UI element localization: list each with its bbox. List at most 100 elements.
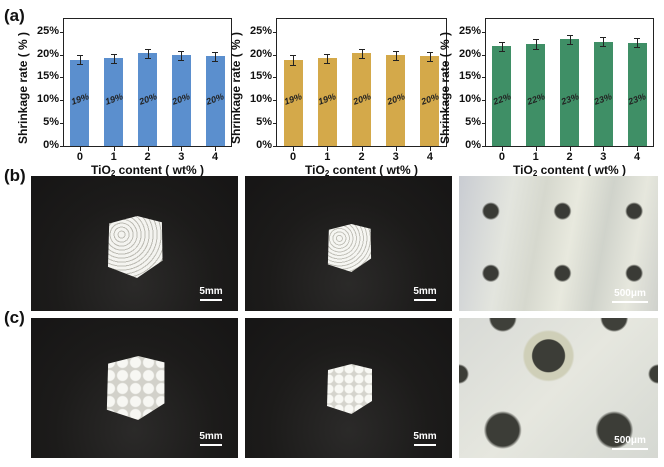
error-bar-cap [76,64,83,66]
x-tick-mark [501,147,503,151]
photo-c-sphere-cube-1: 5mm [31,318,238,458]
bar-4 [205,56,225,146]
error-bar-cap [178,50,185,52]
y-tick-mark [60,54,64,56]
y-tick-label: 20% [36,47,59,60]
y-tick-label: 10% [36,93,59,106]
x-tick-mark [215,147,217,151]
photo-b-gyroid-cube-2: 5mm [245,176,452,311]
x-axis-title: TiO2 content ( wt% ) [305,163,418,178]
error-bar [501,41,503,51]
x-tick-label: 0 [498,151,505,163]
panel-label-c: (c) [4,308,25,327]
error-bar-cap [178,60,185,62]
bar-2 [351,53,372,146]
x-tick-label: 0 [290,151,297,163]
y-axis-title: Shrinkage rate ( % ) [438,31,452,144]
y-tick-label: 25% [249,24,272,37]
error-bar-cap [498,50,505,52]
error-bar-cap [426,51,433,53]
error-bar-cap [358,57,365,59]
y-tick-mark [482,123,486,125]
y-tick-label: 15% [249,70,272,83]
error-bar-cap [426,60,433,62]
error-bar-cap [634,38,641,40]
x-tick-mark [429,147,431,151]
error-bar-cap [212,51,219,53]
y-tick-mark [60,100,64,102]
scale-bar-b2: 5mm [410,287,440,301]
x-tick-mark [361,147,363,151]
x-tick-label: 4 [426,151,433,163]
error-bar [215,51,217,61]
bar-1 [104,58,124,146]
error-bar [569,34,571,45]
x-tick-label: 2 [566,151,573,163]
error-bar-cap [144,57,151,59]
bar-4 [627,42,647,146]
bar-3 [171,55,191,146]
scale-bar-c2: 5mm [410,432,440,446]
y-tick-mark [273,54,277,56]
error-bar-cap [634,47,641,49]
bar-0 [70,59,90,146]
lattice-cube-image [327,224,372,272]
error-bar-cap [498,41,505,43]
x-tick-label: 1 [110,151,117,163]
bar-1 [526,44,546,146]
photo-c-sphere-cube-2: 5mm [245,318,452,458]
y-tick-mark [60,123,64,125]
sphere-lattice-cube-image [106,356,165,420]
error-bar [395,50,397,61]
error-bar-cap [76,55,83,57]
y-tick-label: 5% [256,116,272,129]
error-bar-cap [324,62,331,64]
error-bar-cap [324,53,331,55]
bar-0 [492,46,512,146]
y-tick-mark [273,31,277,33]
x-tick-mark [147,147,149,151]
y-tick-label: 10% [249,93,272,106]
y-tick-mark [482,146,486,147]
x-tick-label: 3 [600,151,607,163]
x-tick-label: 0 [76,151,83,163]
y-tick-label: 15% [36,70,59,83]
bar-1 [317,58,337,146]
x-tick-label: 2 [144,151,151,163]
photo-b-gyroid-cube-1: 5mm [31,176,238,311]
error-bar-cap [392,60,399,62]
error-bar [293,55,295,65]
lattice-cube-image [107,216,163,278]
photo-b-micrograph: 500μm [459,176,658,311]
y-tick-mark [482,77,486,79]
x-tick-mark [293,147,295,151]
photo-c-micrograph: 500μm [459,318,658,458]
y-tick-mark [273,100,277,102]
error-bar-cap [290,64,297,66]
x-tick-label: 1 [532,151,539,163]
error-bar [535,39,537,49]
y-tick-label: 0% [43,139,59,151]
x-tick-label: 3 [178,151,185,163]
y-tick-mark [482,54,486,56]
error-bar [361,48,363,58]
x-tick-label: 2 [358,151,365,163]
error-bar-cap [566,34,573,36]
error-bar-cap [532,48,539,50]
bar-3 [386,55,406,146]
x-tick-label: 4 [634,151,641,163]
panel-label-a: (a) [4,6,25,25]
x-tick-mark [395,147,397,151]
x-tick-label: 1 [324,151,331,163]
error-bar [79,55,81,65]
y-tick-label: 5% [465,116,481,129]
scale-bar-b1: 5mm [196,287,226,301]
error-bar-cap [358,48,365,50]
error-bar-cap [392,50,399,52]
x-tick-mark [637,147,639,151]
error-bar [429,51,431,61]
y-tick-label: 20% [249,47,272,60]
x-tick-mark [603,147,605,151]
scale-bar-c1: 5mm [196,432,226,446]
error-bar [637,38,639,48]
